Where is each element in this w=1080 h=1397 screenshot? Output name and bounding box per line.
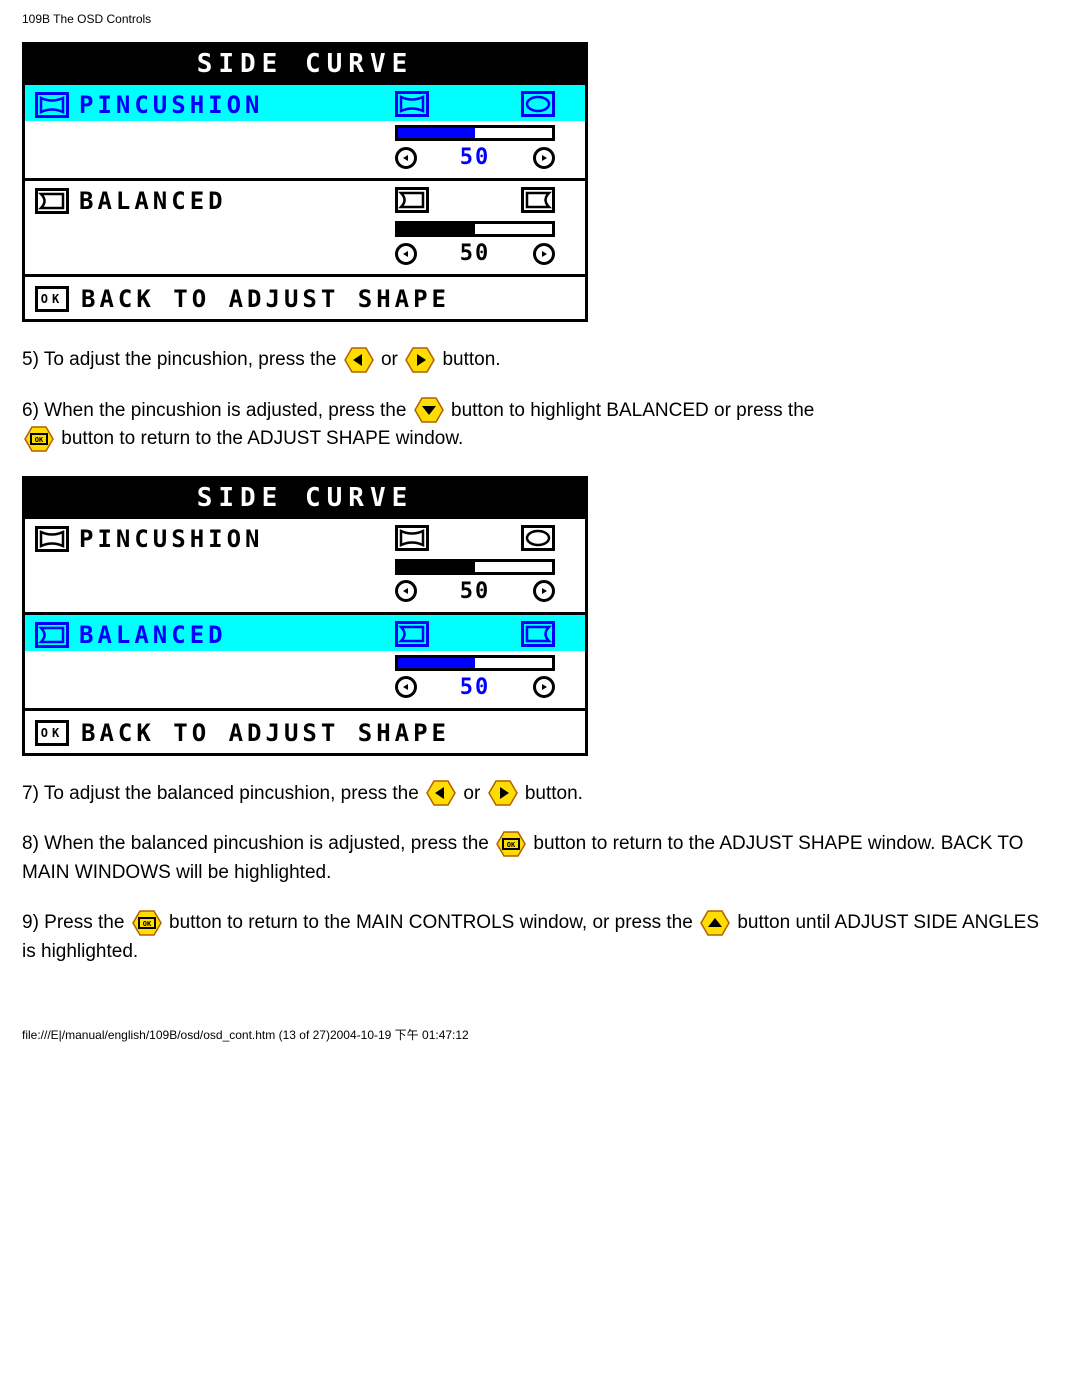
osd-row-label: BALANCED	[79, 621, 227, 649]
osd1-title: SIDE CURVE	[25, 45, 585, 85]
pincushion-max-icon	[521, 525, 555, 551]
osd-row-label: PINCUSHION	[79, 91, 264, 119]
right-button-icon	[405, 347, 435, 373]
down-button-icon	[414, 397, 444, 423]
osd-row-balanced[interactable]: BALANCED	[25, 181, 585, 217]
osd2-title: SIDE CURVE	[25, 479, 585, 519]
balanced-progress	[395, 655, 555, 671]
step-9: 9) Press the OK button to return to the …	[22, 909, 1058, 966]
pincushion-value-block: 50	[25, 555, 585, 610]
step-6: 6) When the pincushion is adjusted, pres…	[22, 397, 1058, 454]
step-7: 7) To adjust the balanced pincushion, pr…	[22, 780, 1058, 809]
ok-button-icon: OK	[132, 910, 162, 936]
svg-text:OK: OK	[507, 841, 516, 849]
left-button-icon	[344, 347, 374, 373]
page-footer: file:///E|/manual/english/109B/osd/osd_c…	[22, 1026, 1058, 1043]
balanced-progress	[395, 221, 555, 237]
balanced-max-icon	[521, 187, 555, 213]
osd-row-pincushion[interactable]: PINCUSHION	[25, 85, 585, 121]
osd1-footer[interactable]: OK BACK TO ADJUST SHAPE	[25, 277, 585, 319]
osd-row-pincushion[interactable]: PINCUSHION	[25, 519, 585, 555]
balanced-value: 50	[460, 675, 491, 700]
ok-button-icon: OK	[496, 831, 526, 857]
pincushion-icon	[35, 526, 69, 552]
ok-icon: OK	[35, 720, 69, 746]
pincushion-value: 50	[460, 579, 491, 604]
pincushion-value: 50	[460, 145, 491, 170]
pincushion-icon	[35, 92, 69, 118]
balanced-value: 50	[460, 241, 491, 266]
step-5: 5) To adjust the pincushion, press the o…	[22, 346, 1058, 375]
balanced-value-block: 50	[25, 651, 585, 706]
pincushion-progress	[395, 125, 555, 141]
osd1-footer-label: BACK TO ADJUST SHAPE	[81, 285, 450, 313]
up-button-icon	[700, 910, 730, 936]
osd-panel-1: SIDE CURVE PINCUSHION 50 BALANCED 50 OK BAC…	[22, 42, 588, 322]
page-header: 109B The OSD Controls	[22, 12, 1058, 26]
pincushion-value-block: 50	[25, 121, 585, 176]
pincushion-min-icon	[395, 91, 429, 117]
osd-row-balanced[interactable]: BALANCED	[25, 615, 585, 651]
ok-button-icon: OK	[24, 426, 54, 452]
balanced-value-block: 50	[25, 217, 585, 272]
pincushion-progress	[395, 559, 555, 575]
left-button-icon	[426, 780, 456, 806]
svg-text:OK: OK	[35, 436, 44, 444]
ok-icon: OK	[35, 286, 69, 312]
step-8: 8) When the balanced pincushion is adjus…	[22, 830, 1058, 887]
balanced-min-icon	[395, 187, 429, 213]
pincushion-max-icon	[521, 91, 555, 117]
right-button-icon	[488, 780, 518, 806]
osd-row-label: BALANCED	[79, 187, 227, 215]
balanced-min-icon	[395, 621, 429, 647]
balanced-icon	[35, 622, 69, 648]
osd2-footer-label: BACK TO ADJUST SHAPE	[81, 719, 450, 747]
pincushion-min-icon	[395, 525, 429, 551]
osd-row-label: PINCUSHION	[79, 525, 264, 553]
svg-text:OK: OK	[143, 920, 152, 928]
balanced-icon	[35, 188, 69, 214]
balanced-max-icon	[521, 621, 555, 647]
osd-panel-2: SIDE CURVE PINCUSHION 50 BALANCED 50 OK BAC…	[22, 476, 588, 756]
osd2-footer[interactable]: OK BACK TO ADJUST SHAPE	[25, 711, 585, 753]
